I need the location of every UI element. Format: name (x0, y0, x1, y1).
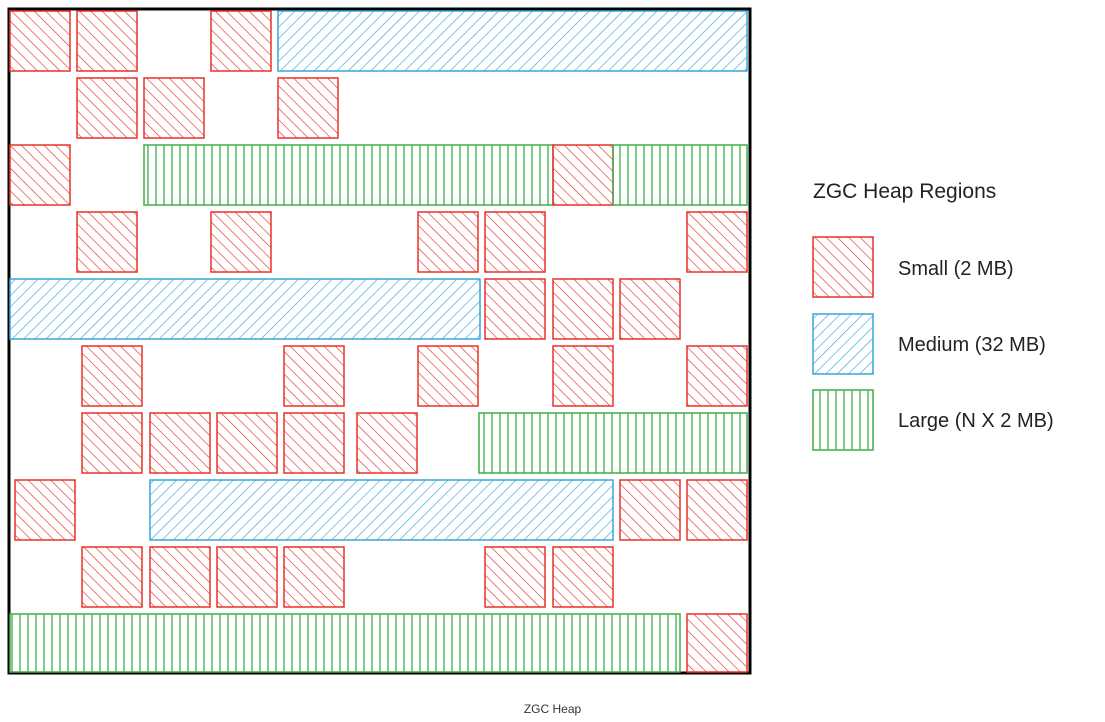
small-region (356, 412, 418, 474)
legend-swatch-medium (812, 313, 874, 375)
heap-border (7, 7, 752, 675)
small-region (484, 211, 546, 273)
small-region (686, 345, 748, 407)
small-region (149, 412, 211, 474)
heap-regions (9, 10, 748, 673)
medium-region (9, 278, 481, 340)
small-region (76, 10, 138, 72)
legend-swatch-large (812, 389, 874, 451)
small-region (552, 345, 614, 407)
legend-label-small: Small (2 MB) (898, 258, 1014, 280)
small-region (417, 211, 479, 273)
small-region (283, 412, 345, 474)
medium-region (149, 479, 614, 541)
small-region (552, 278, 614, 340)
small-region (76, 211, 138, 273)
small-region (81, 412, 143, 474)
small-region (619, 479, 681, 541)
small-region (76, 77, 138, 139)
legend-swatch-small (812, 236, 874, 298)
large-region (143, 144, 554, 206)
small-region (277, 77, 339, 139)
legend-swatches (812, 236, 874, 451)
small-region (417, 345, 479, 407)
small-region (81, 546, 143, 608)
small-region (81, 345, 143, 407)
figure-caption: ZGC Heap (523, 702, 582, 716)
small-region (9, 10, 71, 72)
large-region (612, 144, 748, 206)
small-region (686, 613, 748, 673)
large-region (478, 412, 748, 474)
small-region (9, 144, 71, 206)
small-region (210, 211, 272, 273)
small-region (484, 546, 546, 608)
legend-label-medium: Medium (32 MB) (898, 334, 1046, 356)
small-region (14, 479, 76, 541)
small-region (552, 546, 614, 608)
small-region (149, 546, 211, 608)
small-region (552, 144, 614, 206)
small-region (210, 10, 272, 72)
small-region (216, 546, 278, 608)
small-region (686, 211, 748, 273)
large-region (9, 613, 681, 673)
small-region (283, 546, 345, 608)
small-region (216, 412, 278, 474)
small-region (484, 278, 546, 340)
small-region (619, 278, 681, 340)
legend-label-large: Large (N X 2 MB) (898, 410, 1054, 432)
small-region (143, 77, 205, 139)
legend-title: ZGC Heap Regions (813, 180, 997, 203)
medium-region (277, 10, 748, 72)
small-region (283, 345, 345, 407)
small-region (686, 479, 748, 541)
